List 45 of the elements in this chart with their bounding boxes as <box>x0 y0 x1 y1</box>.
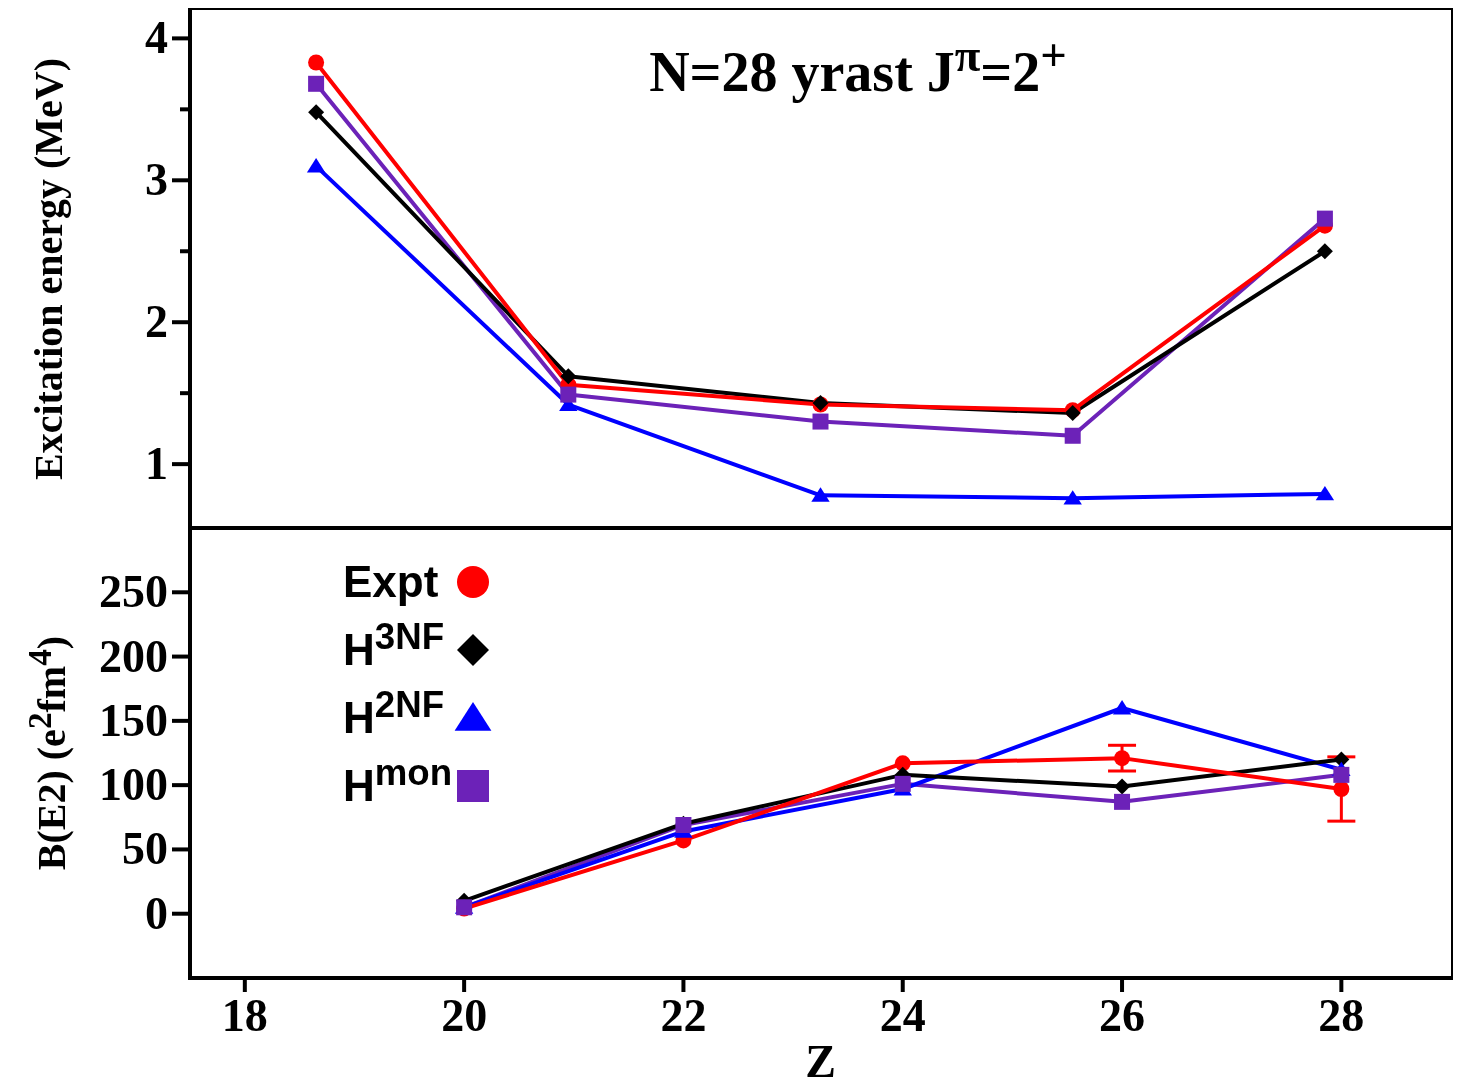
x-tick-label: 26 <box>1099 989 1146 1041</box>
y-tick-label: 50 <box>122 823 168 875</box>
point <box>1333 781 1350 797</box>
y-tick-label: 200 <box>99 630 168 682</box>
point <box>1114 793 1131 810</box>
legend-label: H$^{2NF}$ <box>343 683 446 744</box>
point <box>894 755 911 772</box>
text: N=28 yrast J$^{π}$=2$^{+}$ <box>648 28 1068 104</box>
point <box>812 413 829 430</box>
point <box>1063 490 1082 505</box>
point <box>811 487 830 502</box>
point <box>1315 485 1335 501</box>
point <box>1064 427 1081 444</box>
y-tick-label: 4 <box>145 12 168 64</box>
point <box>560 368 577 385</box>
x-tick-label: 28 <box>1318 989 1365 1041</box>
y-tick-label: 150 <box>99 694 168 746</box>
legend-label: Expt <box>343 556 440 608</box>
x-tick-label: 24 <box>879 989 926 1041</box>
point <box>308 75 325 92</box>
x-tick-label: 18 <box>221 989 268 1041</box>
legend-label: H$^{3NF}$ <box>343 615 446 676</box>
point <box>1114 778 1131 795</box>
y-tick-label: 1 <box>145 438 168 490</box>
y-tick-label: 2 <box>145 296 168 348</box>
y-axis-title: Excitation energy (MeV) <box>24 57 72 481</box>
x-axis-title: Z <box>805 1036 836 1087</box>
point <box>1114 750 1131 767</box>
point <box>894 775 911 792</box>
point <box>1112 700 1132 715</box>
x-tick-label: 20 <box>441 989 488 1041</box>
x-tick-label: 22 <box>660 989 707 1041</box>
point <box>1316 210 1333 227</box>
y-tick-label: 100 <box>99 759 168 811</box>
legend-label: H$^{mon}$ <box>343 751 453 812</box>
point <box>308 54 325 71</box>
point <box>308 104 325 121</box>
y-tick-label: 250 <box>99 566 168 618</box>
point <box>560 386 577 403</box>
y-tick-label: 0 <box>145 887 168 939</box>
point <box>306 158 326 173</box>
y-tick-label: 3 <box>145 154 168 206</box>
point <box>1333 766 1350 783</box>
point <box>1333 751 1350 768</box>
point <box>1316 243 1333 260</box>
